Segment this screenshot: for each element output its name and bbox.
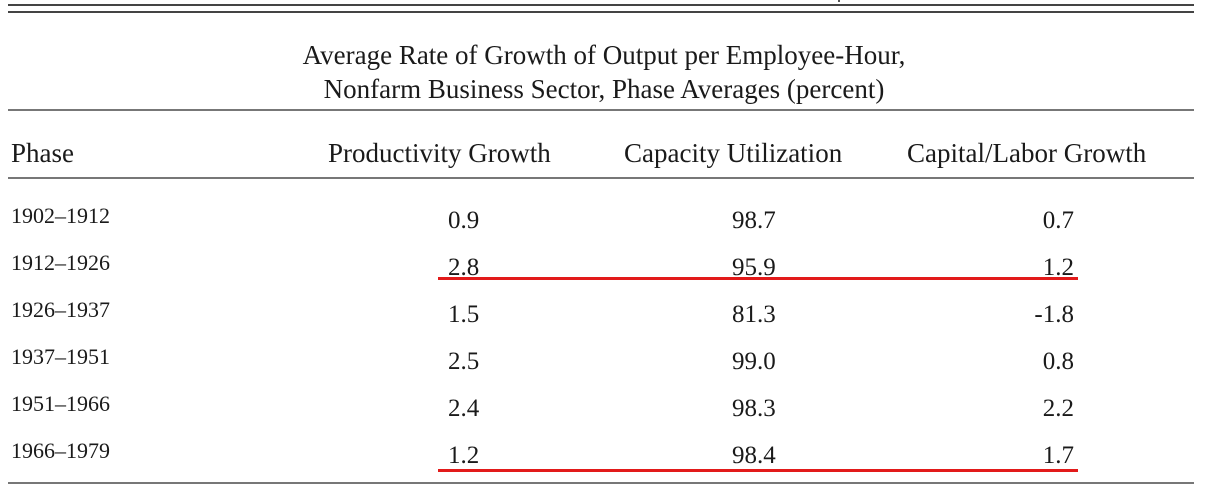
capacity-cell: 81.3: [732, 301, 776, 328]
phase-cell: 1912–1926: [11, 250, 110, 275]
table-caption-line-2: Nonfarm Business Sector, Phase Averages …: [323, 74, 885, 104]
capital-labor-cell: 2.2: [1042, 395, 1074, 422]
capital-labor-cell: 1.7: [1042, 442, 1074, 469]
capacity-cell: 98.7: [732, 207, 776, 234]
productivity-cell: 2.8: [448, 254, 480, 281]
capital-labor-cell: 0.7: [1042, 207, 1074, 234]
table-row: 1926–1937 1.5 81.3 -1.8: [0, 298, 1208, 338]
table-row: 1912–1926 2.8 95.9 1.2: [0, 251, 1208, 291]
column-header-capital-labor-growth: Capital/Labor Growth: [907, 138, 1147, 168]
productivity-cell: 2.5: [448, 348, 480, 375]
column-header-phase: Phase: [11, 138, 74, 168]
header-rule: [8, 177, 1194, 179]
table-caption-line-1: Average Rate of Growth of Output per Emp…: [302, 40, 906, 70]
bottom-rule: [8, 482, 1194, 484]
capital-labor-cell: 1.2: [1042, 254, 1074, 281]
phase-cell: 1951–1966: [11, 391, 110, 416]
capital-labor-cell: -1.8: [1034, 301, 1074, 328]
caption-rule: [8, 109, 1194, 111]
capacity-cell: 98.4: [732, 442, 776, 469]
phase-cell: 1902–1912: [11, 203, 110, 228]
productivity-cell: 2.4: [448, 395, 480, 422]
top-double-rule-upper: [8, 4, 1194, 6]
page-edge-mark: [838, 0, 840, 2]
table-row: 1937–1951 2.5 99.0 0.8: [0, 345, 1208, 385]
productivity-cell: 1.5: [448, 301, 480, 328]
red-underline-highlight: [438, 469, 1078, 472]
table-row: 1951–1966 2.4 98.3 2.2: [0, 392, 1208, 432]
capacity-cell: 95.9: [732, 254, 776, 281]
red-underline-highlight: [438, 277, 1078, 280]
phase-cell: 1926–1937: [11, 297, 110, 322]
productivity-cell: 0.9: [448, 207, 480, 234]
productivity-cell: 1.2: [448, 442, 480, 469]
column-header-productivity-growth: Productivity Growth: [328, 138, 551, 168]
column-header-capacity-utilization: Capacity Utilization: [624, 138, 843, 168]
phase-cell: 1937–1951: [11, 344, 110, 369]
capacity-cell: 98.3: [732, 395, 776, 422]
top-double-rule-lower: [8, 11, 1194, 13]
phase-cell: 1966–1979: [11, 438, 110, 463]
table-row: 1902–1912 0.9 98.7 0.7: [0, 204, 1208, 244]
capacity-cell: 99.0: [732, 348, 776, 375]
table-row: 1966–1979 1.2 98.4 1.7: [0, 439, 1208, 479]
capital-labor-cell: 0.8: [1042, 348, 1074, 375]
